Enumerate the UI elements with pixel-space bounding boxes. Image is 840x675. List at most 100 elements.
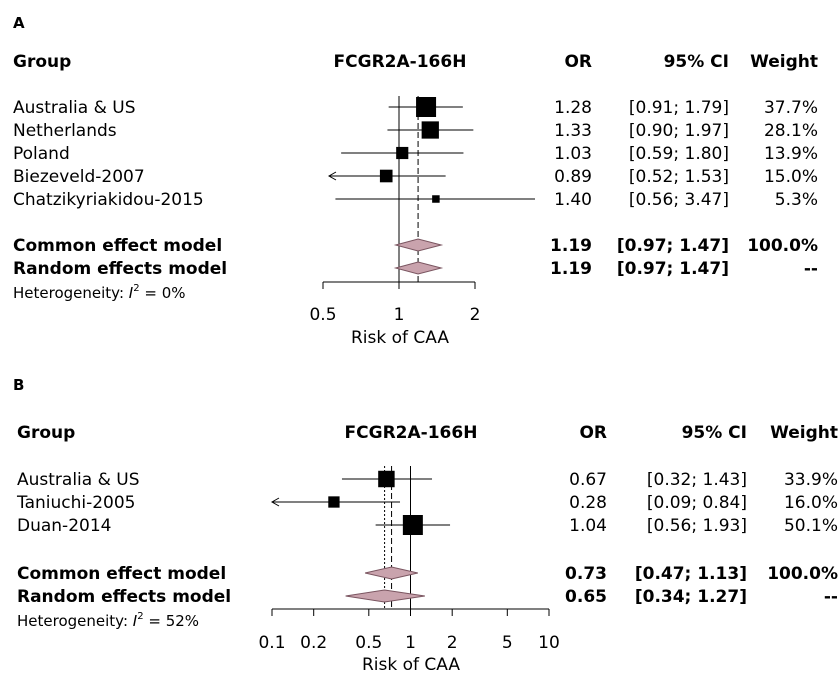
- panel-b-model-name: Random effects model: [17, 587, 231, 607]
- panel-a-study-weight: 37.7%: [764, 98, 818, 118]
- ci-arrow-left: [270, 497, 280, 507]
- x-tick-label: 0.5: [309, 305, 336, 325]
- panel-b-x-axis-label: Risk of CAA: [362, 655, 460, 675]
- panel-a-study-name: Biezeveld-2007: [13, 167, 145, 187]
- panel-a-study-ci: [0.90; 1.97]: [629, 121, 729, 141]
- panel-b-study-weight: 33.9%: [784, 470, 838, 490]
- panel-a-study-weight: 13.9%: [764, 144, 818, 164]
- panel-a-study-row: Chatzikyriakidou-2015 1.40 [0.56; 3.47] …: [13, 190, 818, 210]
- heterogeneity-value: = 0%: [140, 284, 186, 302]
- panel-a-study-row: Netherlands 1.33 [0.90; 1.97] 28.1%: [13, 121, 818, 141]
- panel-b-model-weight: --: [824, 587, 838, 607]
- study-effect-square: [328, 496, 340, 508]
- panel-b-model-weight: 100.0%: [767, 564, 838, 584]
- panel-b-plot-area: 0.1 0.2 0.5 1 2 5 10: [258, 466, 560, 653]
- panel-b-study-row: Duan-2014 1.04 [0.56; 1.93] 50.1%: [17, 516, 838, 536]
- panel-b-model-or: 0.65: [565, 587, 607, 607]
- panel-a-study-row: Australia & US 1.28 [0.91; 1.79] 37.7%: [13, 98, 818, 118]
- model-diamond: [393, 238, 444, 252]
- study-effect-square: [402, 515, 423, 535]
- x-tick-label: 2: [470, 305, 481, 325]
- panel-b-label: B: [13, 376, 24, 394]
- panel-b-study-weight: 50.1%: [784, 516, 838, 536]
- heterogeneity-prefix: Heterogeneity:: [13, 284, 129, 302]
- x-tick-label: 2: [447, 633, 458, 653]
- heterogeneity-power: 2: [133, 283, 139, 294]
- x-tick-label: 10: [538, 633, 560, 653]
- study-effect-square: [378, 470, 395, 488]
- panel-a-model-weight: --: [804, 259, 818, 279]
- panel-a-study-ci: [0.56; 3.47]: [629, 190, 729, 210]
- panel-b-model-row: Common effect model 0.73 [0.47; 1.13] 10…: [17, 564, 838, 584]
- panel-b-study-name: Taniuchi-2005: [16, 493, 136, 513]
- panel-a-label: A: [13, 14, 25, 32]
- panel-a-model-weight: 100.0%: [747, 236, 818, 256]
- panel-a-weight-header: Weight: [750, 52, 818, 72]
- panel-b: B Group FCGR2A-166H OR 95% CI Weight Aus…: [13, 376, 838, 675]
- panel-b-study-or: 1.04: [569, 516, 607, 536]
- panel-a-study-row: Biezeveld-2007 0.89 [0.52; 1.53] 15.0%: [13, 167, 818, 187]
- panel-b-study-ci: [0.09; 0.84]: [647, 493, 747, 513]
- panel-a-model-name: Common effect model: [13, 236, 222, 256]
- panel-a-model-ci: [0.97; 1.47]: [617, 259, 729, 279]
- panel-a-study-row: Poland 1.03 [0.59; 1.80] 13.9%: [13, 144, 818, 164]
- panel-a-or-header: OR: [564, 52, 592, 72]
- x-tick-label: 5: [502, 633, 513, 653]
- panel-a-study-ci: [0.52; 1.53]: [629, 167, 729, 187]
- panel-b-ci-header: 95% CI: [682, 423, 747, 443]
- model-diamond: [364, 566, 418, 580]
- study-effect-square: [396, 146, 409, 160]
- panel-a-group-header: Group: [13, 52, 71, 72]
- x-tick-label: 1: [394, 305, 405, 325]
- panel-b-study-weight: 16.0%: [784, 493, 838, 513]
- panel-b-model-ci: [0.47; 1.13]: [635, 564, 747, 584]
- panel-b-study-row: Australia & US 0.67 [0.32; 1.43] 33.9%: [17, 470, 838, 490]
- panel-a-heterogeneity: Heterogeneity: I2 = 0%: [13, 283, 186, 302]
- panel-a-study-name: Poland: [13, 144, 70, 164]
- panel-b-study-ci: [0.32; 1.43]: [647, 470, 747, 490]
- panel-b-study-row: Taniuchi-2005 0.28 [0.09; 0.84] 16.0%: [16, 493, 838, 513]
- panel-b-or-header: OR: [579, 423, 607, 443]
- study-effect-square: [432, 195, 440, 203]
- panel-b-model-row: Random effects model 0.65 [0.34; 1.27] -…: [17, 587, 838, 607]
- heterogeneity-symbol: I: [129, 284, 134, 302]
- panel-a-study-weight: 28.1%: [764, 121, 818, 141]
- panel-a-model-or: 1.19: [550, 236, 592, 256]
- panel-a-exposure-header: FCGR2A-166H: [334, 52, 467, 72]
- study-effect-square: [379, 169, 393, 183]
- panel-a-model-or: 1.19: [550, 259, 592, 279]
- panel-a-model-row: Random effects model 1.19 [0.97; 1.47] -…: [13, 259, 818, 279]
- panel-b-heterogeneity: Heterogeneity: I2 = 52%: [17, 611, 199, 630]
- study-effect-square: [421, 121, 439, 139]
- panel-a-study-weight: 15.0%: [764, 167, 818, 187]
- panel-b-study-ci: [0.56; 1.93]: [647, 516, 747, 536]
- x-tick-label: 0.2: [300, 633, 327, 653]
- heterogeneity-power: 2: [137, 611, 143, 622]
- panel-a-plot-area: 0.5 1 2: [309, 96, 535, 325]
- panel-a: A Group FCGR2A-166H OR 95% CI Weight Aus…: [13, 14, 818, 348]
- panel-b-study-or: 0.67: [569, 470, 607, 490]
- heterogeneity-symbol: I: [133, 612, 138, 630]
- panel-b-weight-header: Weight: [770, 423, 838, 443]
- panel-a-study-or: 0.89: [554, 167, 592, 187]
- x-tick-label: 0.1: [258, 633, 285, 653]
- study-effect-square: [416, 97, 437, 117]
- panel-a-study-name: Netherlands: [13, 121, 117, 141]
- panel-a-study-ci: [0.59; 1.80]: [629, 144, 729, 164]
- heterogeneity-prefix: Heterogeneity:: [17, 612, 133, 630]
- panel-b-study-name: Australia & US: [17, 470, 140, 490]
- panel-b-study-or: 0.28: [569, 493, 607, 513]
- panel-a-model-row: Common effect model 1.19 [0.97; 1.47] 10…: [13, 236, 818, 256]
- panel-b-study-name: Duan-2014: [17, 516, 111, 536]
- panel-a-study-or: 1.33: [554, 121, 592, 141]
- panel-a-study-or: 1.03: [554, 144, 592, 164]
- panel-b-model-ci: [0.34; 1.27]: [635, 587, 747, 607]
- model-diamond: [393, 261, 444, 275]
- panel-b-model-or: 0.73: [565, 564, 607, 584]
- model-diamond: [345, 589, 425, 603]
- panel-a-model-ci: [0.97; 1.47]: [617, 236, 729, 256]
- panel-a-study-or: 1.40: [554, 190, 592, 210]
- panel-b-exposure-header: FCGR2A-166H: [345, 423, 478, 443]
- panel-a-model-name: Random effects model: [13, 259, 227, 279]
